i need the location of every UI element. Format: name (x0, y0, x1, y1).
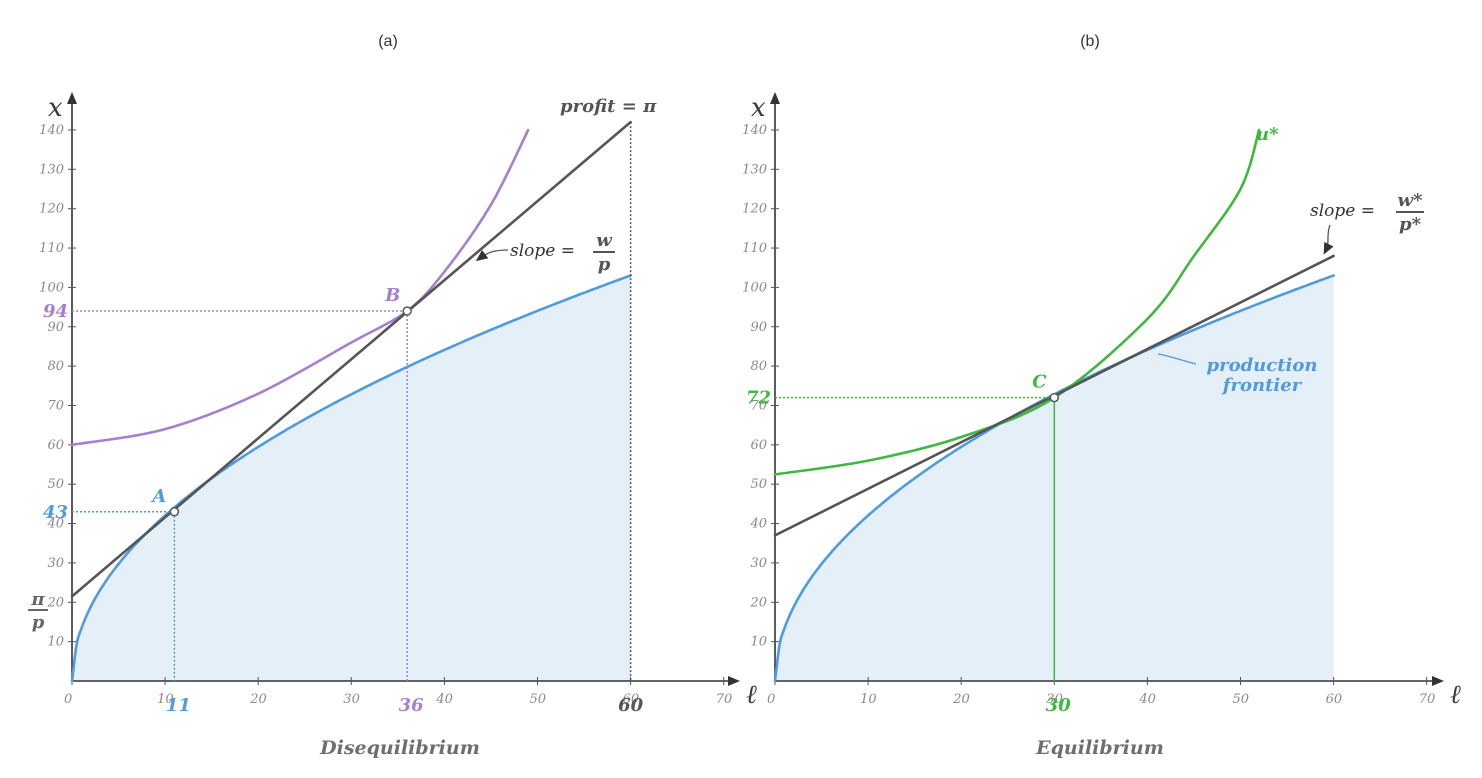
panel-a-y-tick-label: 100 (39, 280, 64, 295)
panel-a-point-B-y-value: 94 (43, 301, 68, 322)
panel-a-y-tick-label: 110 (39, 241, 64, 256)
panel-a-y-tick-label: 90 (47, 320, 64, 335)
panel-b-y-tick-label: 20 (749, 595, 767, 610)
panel-a-x-tick-label: 40 (435, 692, 453, 707)
panel-b-y-tick-label: 100 (742, 280, 767, 295)
panel-a-slope-pointer (475, 249, 509, 262)
panel-a-series-indifference (70, 128, 530, 447)
panel-b-y-tick-label: 120 (742, 202, 767, 217)
panel-b-y-tick-label: 60 (750, 438, 767, 453)
panel-b-y-tick-label: 70 (750, 398, 767, 413)
panel-a-y-tick-label: 30 (47, 556, 64, 571)
panel-b-series-indifference (773, 128, 1261, 476)
panel-a-series-isoprofit (70, 120, 632, 598)
panel-b-x-tick-label: 40 (1138, 692, 1156, 707)
panel-b-x-tick-label: 10 (860, 692, 877, 707)
panel-a-point-B-x-value: 36 (399, 695, 425, 716)
panel-b-y-axis-arrow (770, 92, 780, 104)
panel-a-y-tick-label: 40 (46, 517, 64, 532)
panel-a-l60-value: 60 (618, 695, 644, 716)
panel-a-slope-denominator: p (598, 254, 611, 275)
intercept-denominator: p (32, 612, 45, 633)
panel-b-point-C-y-value: 72 (746, 388, 771, 409)
panel-a-y-tick-label: 50 (47, 477, 64, 492)
panel-b-x-tick-label: 50 (1233, 692, 1250, 707)
panel-a-title: (a) (378, 33, 398, 50)
panel-b-caption: Equilibrium (1035, 737, 1164, 759)
panel-a-x-axis-label: ℓ (746, 680, 757, 710)
panel-a-x-tick-label: 30 (343, 692, 360, 707)
panel-b-slope-pointer (1323, 224, 1334, 255)
panel-a-point-A-x-value: 11 (166, 695, 191, 716)
panel-b-x-axis-arrow (1432, 676, 1444, 686)
panel-a-x-tick-label: 10 (157, 692, 174, 707)
panel-a-chart: ℓ x 0 10 20 30 40 50 60 70 10 20 30 40 50 60 70 80 90 100 11… (39, 92, 757, 716)
panel-a-y-axis-label: x (48, 93, 63, 123)
panel-b-x-axis-label: ℓ (1450, 680, 1461, 710)
panel-b-x-tick-label: 60 (1326, 692, 1343, 707)
panel-a-x-tick-label: 60 (623, 692, 640, 707)
panel-b-title: (b) (1080, 33, 1100, 50)
panel-b-x-tick-label: 30 (1046, 692, 1063, 707)
panel-b-slope-denominator: p* (1399, 214, 1422, 235)
panel-b-y-tick-label: 130 (742, 162, 767, 177)
panel-a-point-A-y-value: 43 (43, 502, 68, 523)
panel-a-slope-prefix: slope = (510, 241, 575, 261)
panel-a-x-tick-label: 70 (716, 692, 733, 707)
panel-b-y-tick-label: 40 (749, 517, 767, 532)
panel-a-series-frontier (70, 274, 632, 683)
profit-label: profit = π (560, 96, 657, 117)
panel-b-slope-prefix: slope = (1310, 201, 1375, 221)
panel-a-frontier-area (72, 275, 631, 681)
panel-a-slope-numerator: w (596, 230, 613, 251)
panel-a-y-tick-label: 120 (39, 202, 64, 217)
panel-a-point-B-label: B (384, 285, 400, 306)
panel-b-y-tick-label: 140 (742, 123, 767, 138)
panel-a-y-tick-label: 60 (47, 438, 64, 453)
panel-a-y-tick-label: 20 (46, 595, 64, 610)
panel-a-point-A (169, 507, 180, 517)
panel-a-y-tick-label: 80 (47, 359, 64, 374)
panel-b-y-tick-label: 50 (750, 477, 767, 492)
panel-b-slope-numerator: w* (1398, 190, 1423, 211)
panel-b-x-tick-label: 0 (767, 692, 775, 707)
panel-a-y-tick-label: 130 (39, 162, 64, 177)
panel-a-caption: Disequilibrium (319, 737, 480, 759)
panel-a-point-B (402, 306, 412, 316)
panel-b-point-C (1049, 392, 1060, 403)
panel-a-y-tick-label: 70 (47, 398, 64, 413)
panel-a-x-tick-label: 20 (249, 692, 267, 707)
frontier-label-pointer (1157, 353, 1197, 365)
panel-b-point-C-label: C (1032, 372, 1047, 393)
frontier-label-line2: frontier (1221, 375, 1303, 396)
panel-a-x-tick-label: 0 (64, 692, 72, 707)
panel-b-chart: ℓ x 0 10 20 30 40 50 60 70 10 20 30 40 50 60 70 80 90 100 11… (742, 92, 1461, 716)
panel-b-y-axis-label: x (751, 93, 766, 123)
panel-b-y-tick-label: 30 (750, 556, 767, 571)
intercept-numerator: π (30, 589, 45, 610)
panel-a-x-tick-label: 50 (530, 692, 547, 707)
panel-b-x-tick-label: 20 (952, 692, 970, 707)
panel-a-y-axis-arrow (67, 92, 77, 104)
u-star-label: u* (1256, 124, 1279, 145)
frontier-label-line1: production (1207, 355, 1318, 376)
panel-b-y-tick-label: 90 (750, 320, 767, 335)
panel-a-x-axis-arrow (728, 676, 740, 686)
panel-b-point-C-x-value: 30 (1046, 695, 1072, 716)
panel-a-point-A-label: A (150, 486, 166, 507)
panel-b-x-tick-label: 70 (1419, 692, 1436, 707)
panel-a-y-tick-label: 10 (47, 635, 64, 650)
panel-b-y-tick-label: 80 (750, 359, 767, 374)
panel-b-y-tick-label: 110 (742, 241, 767, 256)
panel-b-y-tick-label: 10 (750, 635, 767, 650)
panel-a-y-tick-label: 140 (39, 123, 64, 138)
